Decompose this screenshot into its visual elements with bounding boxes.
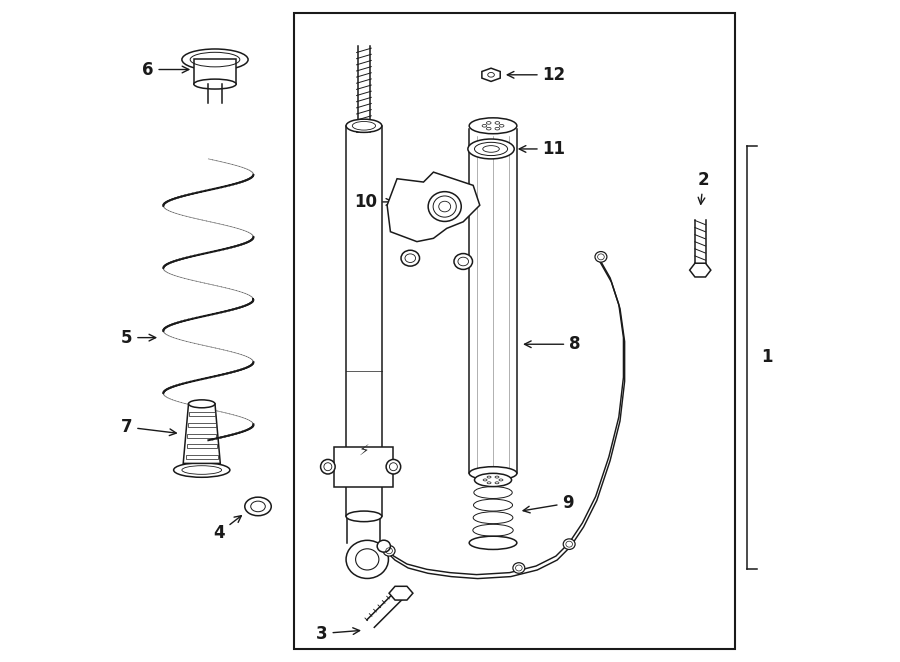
Bar (188, 423, 216, 427)
Ellipse shape (472, 524, 513, 536)
Bar (186, 455, 218, 459)
Text: 12: 12 (508, 66, 566, 84)
Ellipse shape (487, 476, 491, 478)
Text: 11: 11 (519, 140, 566, 158)
Ellipse shape (320, 459, 335, 474)
Ellipse shape (401, 250, 419, 266)
Ellipse shape (188, 400, 215, 408)
Text: 4: 4 (213, 516, 241, 542)
Ellipse shape (495, 122, 500, 124)
Ellipse shape (499, 479, 503, 481)
Bar (186, 444, 217, 448)
Ellipse shape (346, 540, 389, 579)
Ellipse shape (245, 497, 271, 516)
Ellipse shape (182, 49, 248, 70)
Ellipse shape (483, 479, 487, 481)
Bar (194, 59, 236, 84)
Ellipse shape (495, 127, 500, 130)
Ellipse shape (469, 118, 517, 134)
Ellipse shape (482, 146, 500, 152)
Ellipse shape (251, 501, 266, 512)
Text: 1: 1 (761, 348, 772, 367)
Ellipse shape (428, 192, 462, 221)
Ellipse shape (474, 473, 511, 487)
Text: 9: 9 (523, 494, 574, 513)
Bar (188, 412, 215, 416)
Ellipse shape (346, 119, 382, 132)
Bar (335, 447, 393, 487)
Bar (294, 13, 734, 649)
Ellipse shape (194, 79, 236, 89)
Ellipse shape (563, 539, 575, 549)
Text: 7: 7 (121, 418, 176, 436)
Ellipse shape (383, 545, 395, 556)
Bar (187, 434, 216, 438)
Ellipse shape (513, 563, 525, 573)
Text: ⚡: ⚡ (358, 443, 369, 457)
Text: 3: 3 (316, 624, 360, 643)
Ellipse shape (346, 511, 382, 522)
Ellipse shape (473, 499, 513, 511)
Ellipse shape (595, 252, 607, 262)
Ellipse shape (495, 482, 499, 484)
Ellipse shape (488, 73, 494, 77)
Polygon shape (389, 587, 413, 600)
Polygon shape (482, 68, 500, 81)
Polygon shape (184, 404, 220, 463)
Ellipse shape (454, 254, 473, 269)
Text: 2: 2 (698, 171, 709, 205)
Ellipse shape (486, 127, 491, 130)
Text: 8: 8 (525, 335, 580, 354)
Ellipse shape (469, 467, 517, 480)
Ellipse shape (500, 124, 504, 127)
Ellipse shape (495, 476, 499, 478)
Ellipse shape (377, 540, 391, 552)
Ellipse shape (487, 482, 491, 484)
Text: 6: 6 (142, 60, 189, 79)
Text: 10: 10 (355, 193, 392, 211)
Text: 5: 5 (121, 328, 156, 347)
Ellipse shape (386, 459, 400, 474)
Ellipse shape (438, 201, 451, 212)
Ellipse shape (469, 536, 517, 549)
Ellipse shape (473, 512, 513, 524)
Ellipse shape (482, 124, 487, 127)
Ellipse shape (473, 487, 512, 498)
Ellipse shape (472, 537, 514, 549)
Ellipse shape (486, 122, 491, 124)
Ellipse shape (174, 463, 230, 477)
Polygon shape (387, 172, 480, 242)
Polygon shape (689, 263, 711, 277)
Ellipse shape (468, 139, 514, 159)
